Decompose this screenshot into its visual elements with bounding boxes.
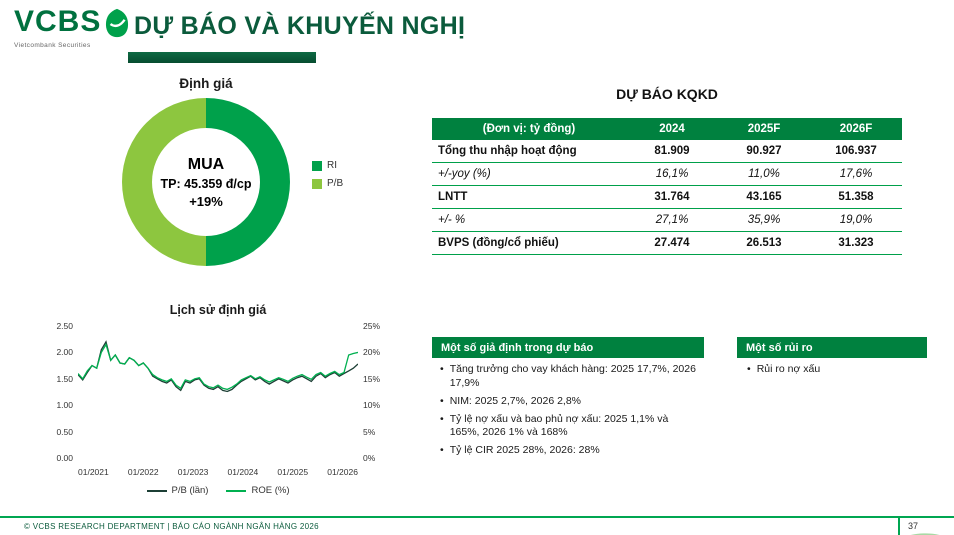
upside-percent: +19% <box>189 193 223 209</box>
pb-line-swatch <box>146 489 167 492</box>
table-cell: 51.358 <box>810 185 902 209</box>
row-label: BVPS (đồng/cổ phiếu) <box>432 231 626 255</box>
list-item: Tăng trưởng cho vay khách hàng: 2025 17,… <box>440 363 698 391</box>
axis-tick: 2.00 <box>56 347 73 358</box>
pb-line <box>78 340 358 393</box>
legend-item-pb: P/B <box>312 178 343 189</box>
table-cell: 43.165 <box>718 185 810 209</box>
page-number-divider <box>898 518 900 535</box>
legend-item-ri: RI <box>312 160 343 171</box>
chart-legend: P/B (lần) ROE (%) <box>78 485 358 496</box>
table-cell: 16,1% <box>626 162 718 186</box>
table-row: LNTT 31.764 43.165 51.358 <box>432 185 902 209</box>
table-cell: 35,9% <box>718 208 810 232</box>
assumptions-header: Một số giả định trong dự báo <box>432 337 704 358</box>
table-row: +/-yoy (%) 16,1% 11,0% 17,6% <box>432 162 902 186</box>
vcbs-logo-text: VCBS <box>14 5 102 38</box>
forecast-table: (Đơn vị: tỷ đồng) 2024 2025F 2026F Tổng thu… <box>432 118 902 255</box>
axis-tick: 10% <box>363 400 381 411</box>
column-header: 2025F <box>718 118 810 140</box>
axis-tick: 20% <box>363 347 381 358</box>
table-cell: 19,0% <box>810 208 902 232</box>
axis-tick: 01/2024 <box>227 467 259 477</box>
history-chart-title: Lịch sử định giá <box>169 303 267 317</box>
footer-divider <box>0 516 954 518</box>
axis-tick: 2.50 <box>56 321 73 331</box>
table-cell: 81.909 <box>626 140 718 163</box>
axis-tick: 25% <box>363 321 381 331</box>
row-label: Tổng thu nhập hoạt động <box>432 140 626 163</box>
donut-legend: RI P/B <box>312 160 343 189</box>
list-item: Tỷ lệ CIR 2025 28%, 2026: 28% <box>440 444 698 458</box>
ri-legend-swatch <box>312 160 322 171</box>
risks-list: Rủi ro nợ xấu <box>747 363 917 381</box>
pb-legend-swatch <box>312 178 322 189</box>
table-cell: 17,6% <box>810 162 902 186</box>
row-label: +/- % <box>432 208 626 232</box>
recommendation-label: MUA <box>187 155 225 173</box>
history-chart: 2.50 2.00 1.50 1.00 0.50 0.00 25% 20% 15% 10% 5% 0… <box>42 321 394 496</box>
roe-line-label: ROE (%) <box>251 485 290 496</box>
target-price: TP: 45.359 đ/cp <box>160 176 252 191</box>
axis-tick: 01/2026 <box>327 467 358 477</box>
list-item: Rủi ro nợ xấu <box>747 363 917 377</box>
plot-area <box>78 326 358 458</box>
forecast-heading: DỰ BÁO KQKD <box>616 86 718 102</box>
axis-tick: 01/2023 <box>177 467 209 477</box>
column-header: 2024 <box>626 118 718 140</box>
corner-decoration-swoosh <box>902 527 946 535</box>
right-axis-ticks: 25% 20% 15% 10% 5% 0% <box>358 321 394 463</box>
axis-tick: 01/2022 <box>127 467 159 477</box>
vcbs-leaf-icon <box>104 7 130 39</box>
legend-item-pb-line: P/B (lần) <box>146 485 209 496</box>
roe-line <box>78 342 358 391</box>
column-header: (Đơn vị: tỷ đồng) <box>432 118 626 140</box>
table-header-row: (Đơn vị: tỷ đồng) 2024 2025F 2026F <box>432 118 902 140</box>
vcbs-logo: VCBS Vietcombank Securities <box>14 7 130 49</box>
table-row: Tổng thu nhập hoạt động 81.909 90.927 106.9… <box>432 140 902 163</box>
axis-tick: 5% <box>363 426 376 437</box>
vcbs-logo-subtitle: Vietcombank Securities <box>14 42 91 49</box>
table-row: +/- % 27,1% 35,9% 19,0% <box>432 208 902 232</box>
valuation-heading: Định giá <box>179 76 233 91</box>
axis-tick: 0.50 <box>56 426 73 437</box>
assumptions-list: Tăng trưởng cho vay khách hàng: 2025 17,… <box>440 363 698 462</box>
axis-tick: 0.00 <box>56 452 73 463</box>
axis-tick: 01/2021 <box>78 467 109 477</box>
donut-center: MUA TP: 45.359 đ/cp +19% <box>152 128 260 236</box>
table-cell: 26.513 <box>718 231 810 255</box>
page-number: 37 <box>908 521 919 531</box>
left-axis-ticks: 2.50 2.00 1.50 1.00 0.50 0.00 <box>42 321 78 463</box>
donut-chart: MUA TP: 45.359 đ/cp +19% <box>122 98 290 266</box>
pb-line-label: P/B (lần) <box>171 485 209 496</box>
page-title: DỰ BÁO VÀ KHUYẾN NGHỊ <box>134 12 466 40</box>
legend-item-roe-line: ROE (%) <box>226 485 289 496</box>
axis-tick: 01/2025 <box>277 467 309 477</box>
axis-tick: 15% <box>363 373 381 384</box>
table-row: BVPS (đồng/cổ phiếu) 27.474 26.513 31.323 <box>432 231 902 255</box>
x-axis-labels: 01/2021 01/2022 01/2023 01/2024 01/2025 01/20… <box>78 467 358 477</box>
table-cell: 27.474 <box>626 231 718 255</box>
table-cell: 106.937 <box>810 140 902 163</box>
table-cell: 90.927 <box>718 140 810 163</box>
pb-legend-label: P/B <box>327 178 344 189</box>
row-label: +/-yoy (%) <box>432 162 626 186</box>
footer-text: © VCBS RESEARCH DEPARTMENT | BÁO CÁO NGÀ… <box>24 522 319 531</box>
list-item: NIM: 2025 2,7%, 2026 2,8% <box>440 395 698 409</box>
ri-legend-label: RI <box>327 160 337 171</box>
axis-tick: 0% <box>363 452 376 463</box>
table-cell: 11,0% <box>718 162 810 186</box>
list-item: Tỷ lệ nợ xấu và bao phủ nợ xấu: 2025 1,1… <box>440 413 698 441</box>
risks-header: Một số rủi ro <box>737 337 927 358</box>
table-cell: 31.323 <box>810 231 902 255</box>
axis-tick: 1.50 <box>56 373 73 384</box>
roe-line-swatch <box>226 489 247 492</box>
table-cell: 31.764 <box>626 185 718 209</box>
column-header: 2026F <box>810 118 902 140</box>
title-underline-bar <box>128 52 316 63</box>
row-label: LNTT <box>432 185 626 209</box>
axis-tick: 1.00 <box>56 400 73 411</box>
table-cell: 27,1% <box>626 208 718 232</box>
